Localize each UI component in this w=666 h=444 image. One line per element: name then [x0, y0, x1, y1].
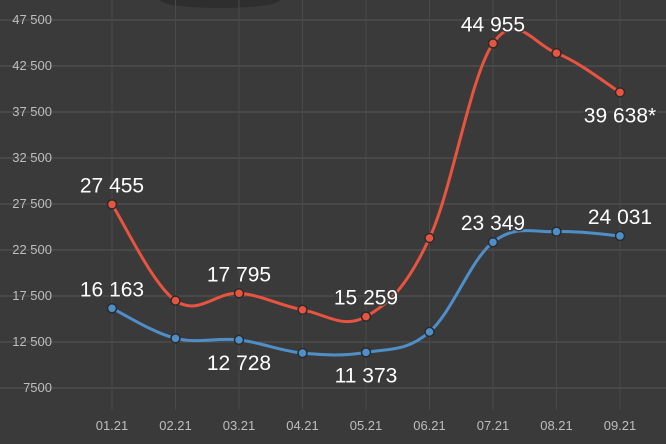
series-point-1: [106, 303, 118, 314]
axis-layer: 7500 12 500 17 500 22 500 27 500 32 500 37 500…: [12, 12, 636, 433]
series-point-1: [487, 236, 499, 248]
series-point-1: [424, 326, 435, 338]
y-tick-label: 12 500: [12, 334, 52, 349]
series-point-0: [360, 311, 372, 322]
x-tick-label: 06.21: [413, 418, 446, 433]
series-point-0: [487, 38, 499, 49]
data-label: 11 373: [335, 364, 398, 387]
series-point-0: [170, 295, 181, 306]
data-label: 12 728: [207, 352, 271, 375]
data-label: 24 031: [588, 206, 652, 229]
y-tick-label: 7500: [23, 380, 52, 395]
data-label: 39 638*: [584, 104, 656, 127]
data-label: 15 259: [334, 287, 398, 310]
y-tick-label: 37 500: [12, 104, 52, 119]
y-tick-label: 22 500: [12, 242, 52, 257]
series-point-1: [297, 347, 308, 359]
data-label: 17 795: [207, 263, 271, 286]
x-tick-label: 05.21: [350, 418, 383, 433]
series-point-0: [424, 232, 435, 244]
x-tick-label: 02.21: [159, 418, 192, 433]
series-point-1: [233, 334, 245, 346]
series-layer: [106, 27, 626, 359]
x-tick-label: 08.21: [540, 418, 573, 433]
data-label: 44 955: [461, 13, 525, 36]
series-point-1: [170, 333, 181, 344]
series-point-0: [551, 47, 562, 59]
data-label: 23 349: [461, 212, 525, 235]
series-point-0: [297, 304, 308, 316]
y-tick-label: 42 500: [12, 58, 52, 73]
x-tick-label: 04.21: [286, 418, 319, 433]
series-point-1: [551, 226, 562, 237]
series-point-0: [233, 288, 245, 299]
y-tick-label: 47 500: [12, 12, 52, 27]
series-point-1: [614, 230, 626, 242]
x-tick-label: 03.21: [223, 418, 256, 433]
data-label-layer: 27 455 17 795 15 259 44 955 39 638* 16 163 12 …: [78, 12, 657, 389]
series-point-0: [614, 87, 626, 98]
x-tick-label: 07.21: [477, 418, 510, 433]
x-tick-label: 01.21: [96, 418, 129, 433]
x-tick-label: 09.21: [604, 418, 637, 433]
y-tick-label: 32 500: [12, 150, 52, 165]
top-shadow-decoration: [160, 0, 280, 8]
series-point-1: [360, 347, 372, 358]
series-line-0: [110, 27, 622, 324]
grid-layer: [0, 0, 666, 410]
series-point-0: [106, 199, 118, 210]
data-label: 16 163: [80, 278, 144, 301]
y-tick-label: 27 500: [12, 196, 52, 211]
y-tick-label: 17 500: [12, 288, 52, 303]
data-label: 27 455: [80, 174, 144, 197]
